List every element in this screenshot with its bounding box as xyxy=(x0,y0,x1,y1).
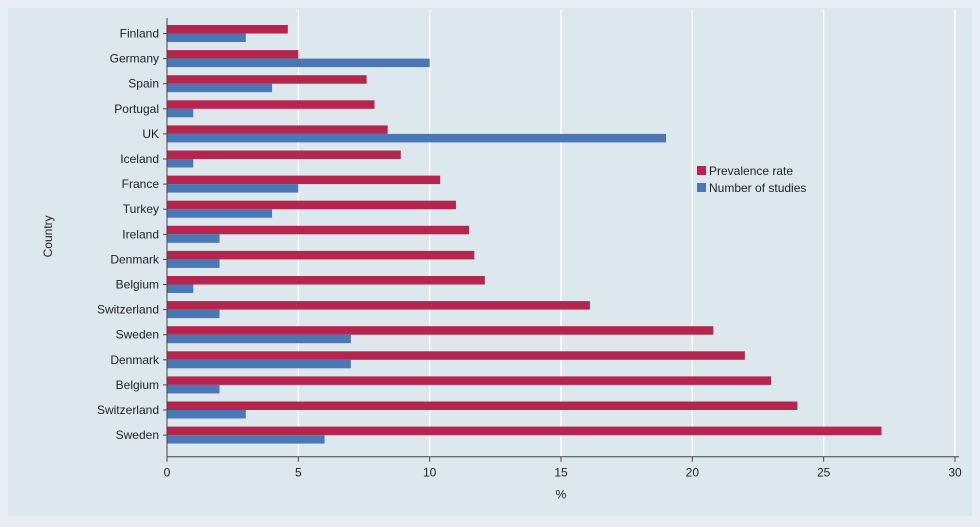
y-tick-label: Spain xyxy=(128,77,159,91)
bar-prevalence-rate xyxy=(167,376,772,385)
legend-label-studies: Number of studies xyxy=(709,181,806,195)
x-tick-label: 25 xyxy=(817,466,831,480)
bar-number-of-studies xyxy=(167,234,220,243)
bar-prevalence-rate xyxy=(167,100,375,109)
bar-number-of-studies xyxy=(167,334,351,344)
bar-number-of-studies xyxy=(167,209,273,218)
bar-number-of-studies xyxy=(167,309,220,319)
legend: Prevalence rate Number of studies xyxy=(697,164,806,195)
y-tick-label: Ireland xyxy=(122,227,159,241)
bar-prevalence-rate xyxy=(167,401,798,410)
bar-number-of-studies xyxy=(167,384,220,394)
bar-prevalence-rate xyxy=(167,125,388,134)
bar-prevalence-rate xyxy=(167,326,714,335)
bar-number-of-studies xyxy=(167,410,246,419)
y-tick-label: Finland xyxy=(120,27,159,41)
y-tick-label: Denmark xyxy=(110,252,160,266)
bar-number-of-studies xyxy=(167,133,667,143)
y-tick-label: Portugal xyxy=(114,102,159,116)
legend-label-prevalence: Prevalence rate xyxy=(709,164,793,178)
y-tick-label: UK xyxy=(142,127,159,141)
x-tick-label: 5 xyxy=(295,466,302,480)
x-tick-label: 30 xyxy=(948,466,962,480)
x-tick-label: 0 xyxy=(164,466,171,480)
bar-number-of-studies xyxy=(167,83,273,93)
bar-prevalence-rate xyxy=(167,150,401,159)
legend-swatch-prevalence xyxy=(697,166,706,175)
bar-number-of-studies xyxy=(167,159,194,168)
y-tick-label: Germany xyxy=(110,52,159,66)
bar-prevalence-rate xyxy=(167,351,745,360)
bar-prevalence-rate xyxy=(167,75,367,84)
x-axis-title: % xyxy=(556,488,567,502)
bar-prevalence-rate xyxy=(167,301,590,310)
y-tick-label: Denmark xyxy=(110,353,160,367)
x-tick-labels: 0 5 10 15 20 25 30 xyxy=(164,456,962,480)
y-axis-title: Country xyxy=(41,215,55,257)
bars xyxy=(167,25,882,444)
bar-prevalence-rate xyxy=(167,25,288,34)
y-tick-label: Iceland xyxy=(120,152,159,166)
bar-number-of-studies xyxy=(167,259,220,268)
bar-number-of-studies xyxy=(167,58,430,68)
x-tick-label: 10 xyxy=(423,466,437,480)
bar-prevalence-rate xyxy=(167,175,441,185)
x-tick-label: 20 xyxy=(686,466,700,480)
y-tick-label: Belgium xyxy=(116,378,159,392)
y-tick-label: Switzerland xyxy=(97,403,159,417)
bar-prevalence-rate xyxy=(167,200,456,210)
bar-number-of-studies xyxy=(167,435,325,444)
y-tick-label: Turkey xyxy=(123,202,159,216)
y-tick-label: France xyxy=(122,177,160,191)
bar-prevalence-rate xyxy=(167,426,882,436)
bar-number-of-studies xyxy=(167,184,299,193)
y-tick-label: Switzerland xyxy=(97,303,159,317)
axes xyxy=(166,18,959,458)
y-tick-label: Sweden xyxy=(116,328,159,342)
x-tick-label: 15 xyxy=(554,466,568,480)
bar-prevalence-rate xyxy=(167,50,299,59)
y-tick-labels: Finland Germany Spain Portugal UK Iceland Fran… xyxy=(97,27,167,442)
bar-prevalence-rate xyxy=(167,225,470,235)
bar-number-of-studies xyxy=(167,359,351,369)
bar-number-of-studies xyxy=(167,108,194,118)
legend-swatch-studies xyxy=(697,183,706,192)
bar-prevalence-rate xyxy=(167,276,485,285)
bar-number-of-studies xyxy=(167,284,194,293)
y-tick-label: Sweden xyxy=(116,428,159,442)
bar-number-of-studies xyxy=(167,33,246,42)
y-tick-label: Belgium xyxy=(116,278,159,292)
bar-prevalence-rate xyxy=(167,250,475,260)
